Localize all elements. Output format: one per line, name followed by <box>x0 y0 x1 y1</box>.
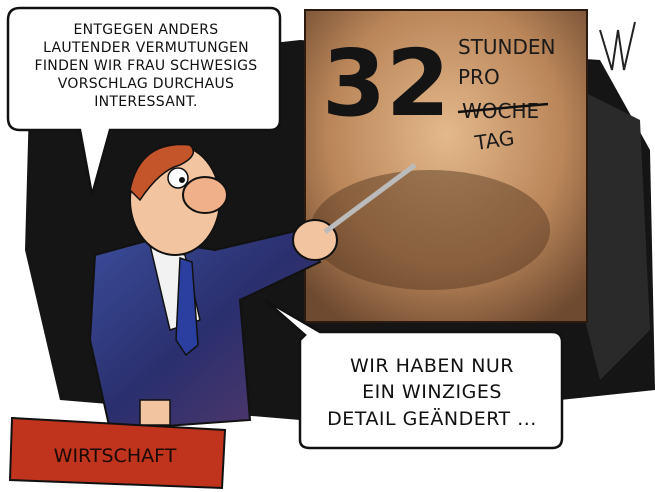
case-label: WIRTSCHAFT <box>54 445 177 467</box>
cartoon: 32 STUNDEN PRO WOCHE TAG ENTGEGEN ANDERS… <box>0 0 655 492</box>
page: {"speech_bubbles": [ {"lines": ["ENTGEGE… <box>0 0 655 492</box>
eye <box>168 168 188 188</box>
bubble-line: LAUTENDER VERMUTUNGEN <box>43 40 249 56</box>
bubble-line: WIR HABEN NUR <box>350 355 514 377</box>
pupil <box>179 177 185 183</box>
bubble-line: VORSCHLAG DURCHAUS <box>58 76 235 92</box>
bubble-line: INTERESSANT. <box>94 94 198 110</box>
board: 32 STUNDEN PRO WOCHE TAG <box>305 10 635 322</box>
hand <box>140 400 170 425</box>
nose <box>183 177 227 213</box>
bubble-line: DETAIL GEÄNDERT ... <box>327 407 537 430</box>
bubble-line: FINDEN WIR FRAU SCHWESIGS <box>35 58 258 74</box>
board-word: STUNDEN <box>458 35 556 59</box>
board-number: 32 <box>322 30 450 137</box>
board-word: PRO <box>458 65 500 89</box>
board-stain <box>310 170 550 290</box>
bubble-line: EIN WINZIGES <box>362 381 502 403</box>
bubble-line: ENTGEGEN ANDERS <box>74 22 219 38</box>
